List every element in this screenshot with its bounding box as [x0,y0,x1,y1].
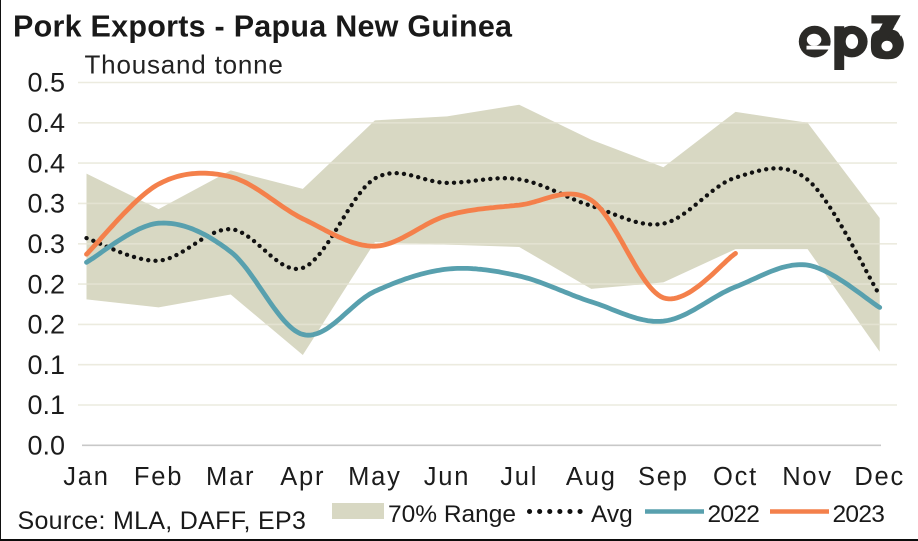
svg-text:2022: 2022 [708,501,760,528]
svg-text:0.2: 0.2 [27,269,65,299]
svg-text:0.5: 0.5 [27,68,65,98]
svg-text:0.4: 0.4 [27,148,65,178]
svg-text:0.1: 0.1 [27,350,65,380]
svg-text:Source: MLA, DAFF, EP3: Source: MLA, DAFF, EP3 [18,507,307,535]
svg-text:0.4: 0.4 [27,108,65,138]
svg-text:Mar: Mar [206,463,255,491]
svg-text:0.3: 0.3 [27,189,65,219]
svg-text:0.0: 0.0 [27,431,65,461]
svg-text:2023: 2023 [833,501,885,528]
svg-text:Jan: Jan [63,463,110,491]
svg-text:Dec: Dec [854,463,905,491]
svg-text:Jul: Jul [500,463,538,491]
svg-text:Pork Exports - Papua New Guine: Pork Exports - Papua New Guinea [13,10,513,44]
svg-text:Sep: Sep [638,463,689,491]
svg-text:Avg: Avg [591,501,633,528]
svg-text:Feb: Feb [134,463,183,491]
svg-text:0.3: 0.3 [27,229,65,259]
svg-text:Oct: Oct [713,463,758,491]
svg-text:Aug: Aug [566,463,617,491]
svg-text:Thousand tonne: Thousand tonne [85,50,284,80]
svg-text:Jun: Jun [424,463,471,491]
svg-text:May: May [348,463,402,491]
svg-text:Apr: Apr [280,463,325,491]
svg-text:0.2: 0.2 [27,310,65,340]
svg-text:0.1: 0.1 [27,390,65,420]
svg-text:70% Range: 70% Range [388,501,516,528]
svg-text:Nov: Nov [782,463,833,491]
